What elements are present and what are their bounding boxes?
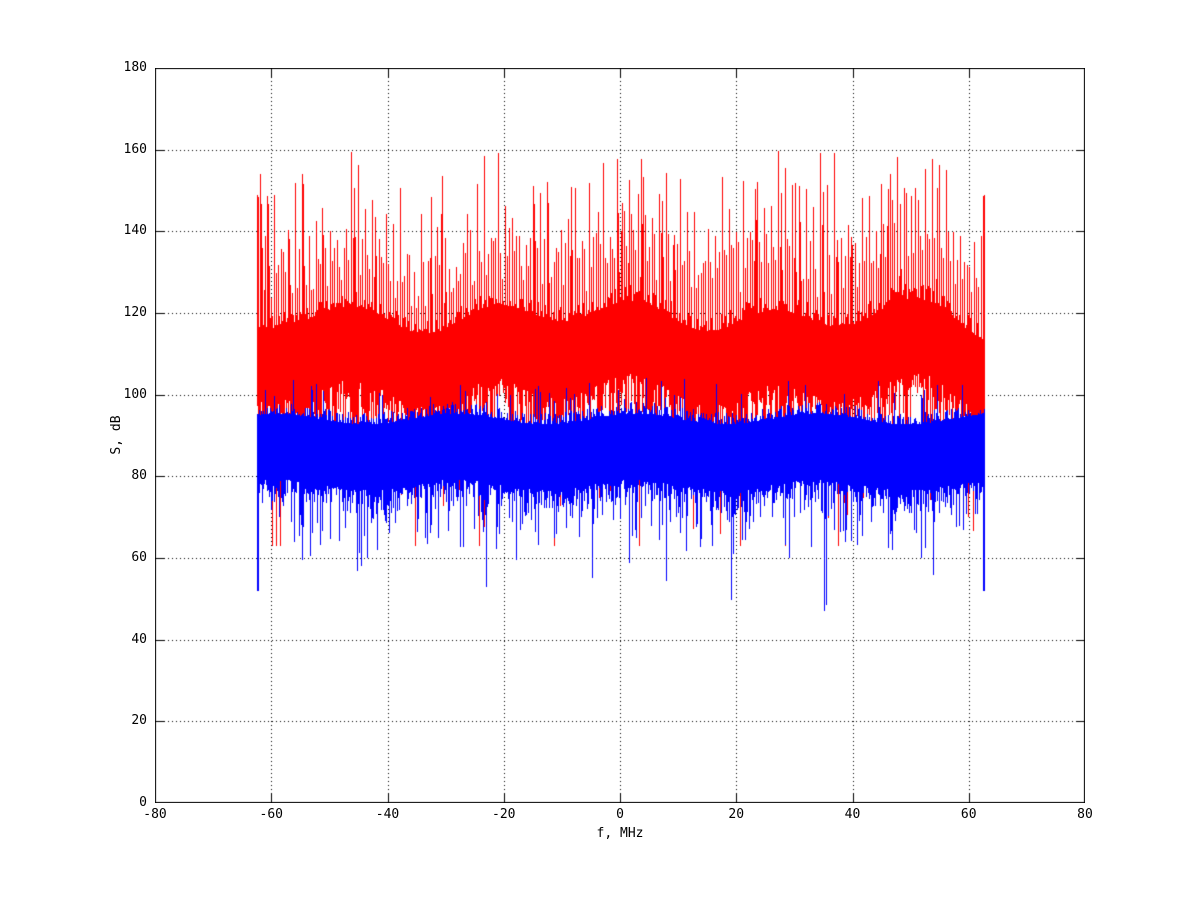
x-tick-label-20: 20	[728, 807, 745, 822]
x-tick-label--60: -60	[259, 807, 283, 822]
y-tick-label-60: 60	[131, 550, 147, 565]
plot-area	[155, 68, 1085, 803]
y-tick-label-180: 180	[123, 60, 147, 75]
x-tick-label--40: -40	[375, 807, 400, 822]
y-tick-label-80: 80	[131, 468, 147, 484]
y-tick-label-160: 160	[123, 141, 147, 157]
x-tick-label-60: 60	[960, 807, 977, 822]
x-axis-label: f, MHz	[596, 826, 644, 841]
y-tick-label-40: 40	[131, 631, 147, 647]
spectrum-chart-canvas	[155, 68, 1085, 803]
y-axis-label: S, dB	[109, 415, 124, 455]
y-tick-label-20: 20	[131, 713, 147, 729]
x-tick-label--80: -80	[143, 807, 167, 822]
x-tick-label-80: 80	[1077, 807, 1093, 822]
y-tick-label-100: 100	[123, 386, 147, 402]
y-tick-label-120: 120	[123, 305, 147, 320]
x-tick-label--20: -20	[492, 807, 516, 822]
x-tick-label-40: 40	[844, 807, 861, 822]
x-tick-label-0: 0	[616, 807, 624, 822]
y-tick-label-140: 140	[123, 223, 147, 239]
y-tick-label-0: 0	[139, 795, 147, 810]
